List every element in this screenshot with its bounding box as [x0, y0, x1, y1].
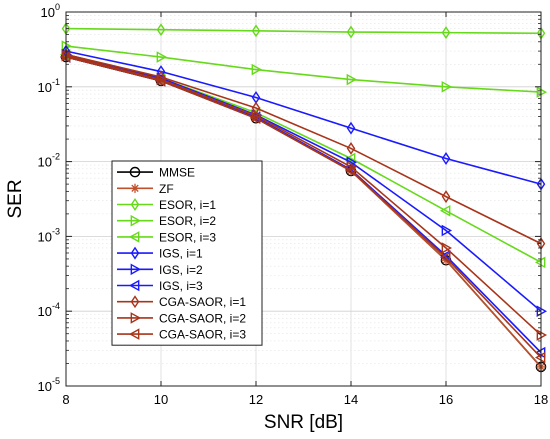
series-line	[65, 54, 542, 336]
y-tick-label: 10-3	[38, 226, 60, 244]
data-point	[156, 51, 168, 63]
data-point	[129, 166, 141, 178]
x-tick-label: 12	[249, 392, 263, 407]
y-tick-label: 10-2	[38, 152, 60, 170]
data-point	[251, 63, 263, 76]
series-layer	[59, 22, 548, 373]
legend-item: ZF	[117, 182, 174, 196]
series-line	[65, 50, 542, 185]
legend-item: MMSE	[117, 166, 195, 180]
legend-label: IGS, i=2	[159, 263, 203, 277]
data-point	[441, 81, 453, 93]
x-axis-title: SNR [dB]	[264, 412, 343, 433]
legend-item: IGS, i=3	[117, 279, 203, 293]
legend-label: CGA-SAOR, i=2	[159, 311, 246, 325]
y-axis-title: SER	[5, 179, 26, 218]
legend-label: CGA-SAOR, i=1	[159, 295, 246, 309]
data-point	[439, 251, 451, 264]
legend-item: ESOR, i=2	[117, 214, 216, 228]
data-point	[130, 263, 142, 276]
y-tick-label: 100	[41, 2, 60, 20]
data-point	[439, 204, 451, 217]
data-point	[344, 152, 356, 165]
data-point	[441, 224, 453, 237]
series-line	[65, 27, 542, 35]
data-point	[154, 75, 166, 87]
legend-item: IGS, i=2	[117, 263, 203, 277]
data-point	[251, 24, 261, 38]
series-line	[65, 53, 542, 312]
data-point	[249, 112, 261, 125]
tick-marks	[65, 12, 542, 387]
data-point	[130, 214, 142, 227]
data-point	[130, 183, 140, 193]
data-point	[156, 23, 166, 37]
legend: MMSE ZF ESOR, i=1 ESOR, i=2 ESOR, i=3 IGS, i=…	[111, 160, 263, 346]
legend-label: ESOR, i=1	[159, 198, 216, 212]
data-point	[346, 161, 358, 173]
data-point	[346, 121, 356, 135]
data-point	[441, 26, 451, 40]
legend-item: IGS, i=1	[117, 247, 203, 261]
series-line	[65, 56, 542, 359]
legend-label: CGA-SAOR, i=3	[159, 328, 246, 342]
series-line	[65, 45, 542, 93]
data-point	[130, 198, 140, 211]
x-tick-label: 14	[344, 392, 358, 407]
x-tick-label: 10	[154, 392, 168, 407]
data-point	[346, 73, 358, 86]
plot-frame	[65, 11, 542, 387]
legend-label: ZF	[159, 182, 174, 196]
legend-item: CGA-SAOR, i=3	[117, 328, 246, 342]
data-point	[346, 141, 356, 155]
data-point	[344, 164, 356, 177]
x-tick-label: 16	[439, 392, 453, 407]
data-point	[346, 25, 356, 39]
legend-label: IGS, i=1	[159, 247, 203, 261]
x-tick-label: 8	[62, 392, 69, 407]
legend-label: ESOR, i=3	[159, 230, 216, 244]
series-esor-i-2	[61, 40, 548, 98]
x-tick-labels: 8 10 12 14 16 18	[62, 392, 548, 407]
y-tick-label: 10-1	[38, 77, 60, 95]
legend-item: ESOR, i=3	[117, 230, 216, 244]
legend-label: MMSE	[159, 166, 195, 180]
legend-item: ESOR, i=1	[117, 198, 216, 212]
y-tick-label: 10-4	[38, 301, 60, 319]
y-tick-label: 10-5	[38, 376, 60, 394]
legend-label: IGS, i=3	[159, 279, 203, 293]
y-tick-labels: 100 10-1 10-2 10-3 10-4 10-5	[38, 2, 60, 394]
legend-item: CGA-SAOR, i=1	[117, 295, 246, 309]
data-point	[128, 328, 140, 340]
data-point	[128, 231, 140, 243]
legend-item: CGA-SAOR, i=2	[117, 311, 246, 325]
marker-stroke	[131, 184, 139, 192]
data-point	[130, 295, 140, 309]
data-point	[441, 152, 451, 165]
data-point	[128, 279, 140, 292]
data-point	[130, 246, 140, 260]
legend-label: ESOR, i=2	[159, 214, 216, 228]
x-tick-label: 18	[534, 392, 548, 407]
data-point	[441, 242, 453, 254]
data-point	[441, 190, 451, 204]
series-line	[65, 53, 542, 245]
data-point	[130, 312, 142, 324]
